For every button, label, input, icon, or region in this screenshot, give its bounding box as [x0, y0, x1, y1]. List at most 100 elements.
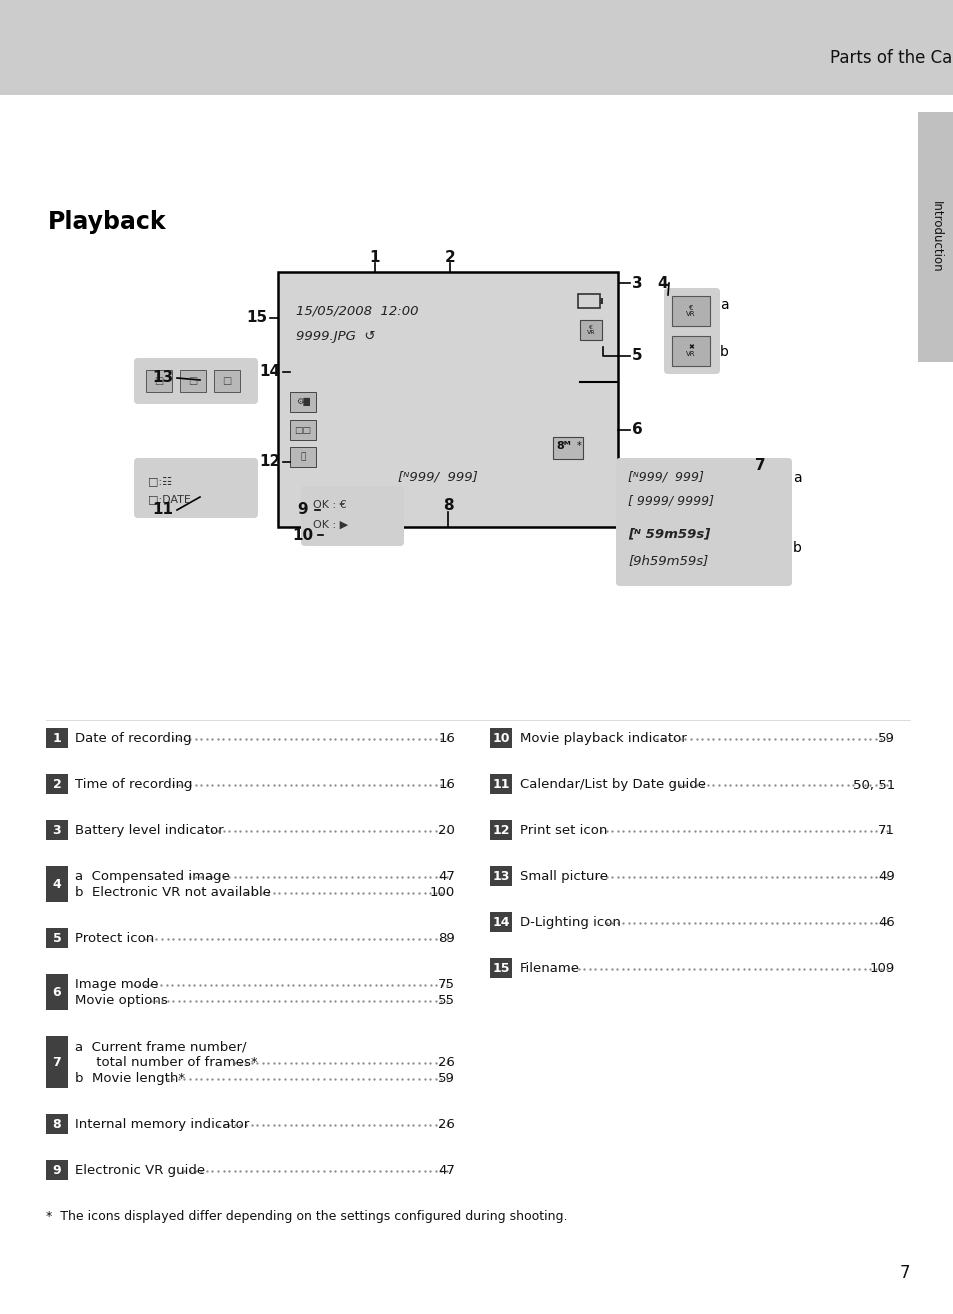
Text: 1: 1 [52, 732, 61, 745]
Text: 26: 26 [437, 1118, 455, 1131]
Bar [290, 420, 315, 440]
Bar [46, 1160, 68, 1180]
Text: 8: 8 [442, 498, 453, 514]
Text: 15: 15 [492, 962, 509, 975]
Text: Playback: Playback [48, 210, 167, 234]
Text: Print set icon: Print set icon [519, 824, 607, 837]
Text: 16: 16 [437, 732, 455, 745]
Text: 1: 1 [370, 250, 380, 264]
Bar [490, 728, 512, 748]
Text: 50, 51: 50, 51 [852, 778, 894, 791]
Text: 59: 59 [877, 732, 894, 745]
Text: 7: 7 [754, 457, 764, 473]
Text: [ 9999/ 9999]: [ 9999/ 9999] [627, 494, 713, 507]
Text: Electronic VR guide: Electronic VR guide [75, 1164, 205, 1177]
Text: a  Current frame number/: a Current frame number/ [75, 1039, 246, 1053]
Text: □:☷: □:☷ [148, 476, 172, 486]
Text: 2: 2 [444, 250, 455, 264]
Text: total number of frames*: total number of frames* [75, 1056, 257, 1070]
Text: 8: 8 [52, 1117, 61, 1130]
Bar [46, 774, 68, 794]
Text: 75: 75 [437, 979, 455, 992]
Text: 12: 12 [259, 455, 280, 469]
Text: 5: 5 [631, 348, 641, 364]
Text: 9999.JPG  ↺: 9999.JPG ↺ [295, 330, 375, 343]
Bar [490, 912, 512, 932]
Text: 13: 13 [492, 870, 509, 883]
Text: 9: 9 [52, 1163, 61, 1176]
Text: 13: 13 [152, 371, 173, 385]
Text: 7: 7 [52, 1055, 61, 1068]
Text: b: b [792, 541, 801, 555]
Text: Protect icon: Protect icon [75, 932, 154, 945]
Text: Small picture: Small picture [519, 870, 607, 883]
Bar [490, 958, 512, 978]
Bar [0, 0, 953, 95]
Text: 9: 9 [297, 502, 308, 518]
Text: [ᴺ 59m59s]: [ᴺ 59m59s] [627, 527, 709, 540]
Bar [46, 974, 68, 1010]
Text: a: a [720, 298, 728, 311]
Text: a: a [792, 470, 801, 485]
Text: 46: 46 [878, 916, 894, 929]
Bar [599, 298, 602, 304]
Text: [9h59m59s]: [9h59m59s] [627, 555, 707, 568]
Text: *  The icons displayed differ depending on the settings configured during shooti: * The icons displayed differ depending o… [46, 1210, 567, 1223]
Text: Movie options: Movie options [75, 993, 168, 1007]
Text: Parts of the Camera: Parts of the Camera [829, 49, 953, 67]
Text: 10: 10 [492, 732, 509, 745]
Text: b  Movie length*: b Movie length* [75, 1072, 185, 1085]
Text: □: □ [154, 376, 164, 386]
FancyBboxPatch shape [301, 486, 403, 547]
Text: 5: 5 [52, 932, 61, 945]
Text: 89: 89 [437, 933, 455, 946]
Text: Introduction: Introduction [928, 201, 942, 273]
Bar [917, 112, 953, 361]
Text: Date of recording: Date of recording [75, 732, 192, 745]
Text: Internal memory indicator: Internal memory indicator [75, 1118, 249, 1131]
Text: €
VR: € VR [586, 325, 595, 335]
Bar [213, 371, 240, 392]
Text: 47: 47 [437, 1164, 455, 1177]
Bar [290, 392, 315, 413]
Text: 2: 2 [52, 778, 61, 791]
Text: 55: 55 [437, 995, 455, 1008]
Text: €
VR: € VR [685, 305, 695, 318]
Bar [490, 866, 512, 886]
Text: 71: 71 [877, 824, 894, 837]
Bar [46, 1114, 68, 1134]
Text: 11: 11 [152, 502, 173, 518]
Text: ⎙: ⎙ [300, 452, 305, 461]
FancyBboxPatch shape [133, 459, 257, 518]
Text: 7: 7 [899, 1264, 909, 1282]
Bar [277, 272, 618, 527]
Text: 15: 15 [246, 310, 267, 326]
Bar [671, 296, 709, 326]
Bar [671, 336, 709, 367]
Text: 109: 109 [869, 962, 894, 975]
Text: Image mode: Image mode [75, 978, 158, 991]
Text: Calendar/List by Date guide: Calendar/List by Date guide [519, 778, 705, 791]
Text: Battery level indicator: Battery level indicator [75, 824, 223, 837]
Bar [180, 371, 206, 392]
Text: □: □ [222, 376, 232, 386]
Text: □: □ [188, 376, 197, 386]
Bar [46, 866, 68, 901]
Text: Movie playback indicator: Movie playback indicator [519, 732, 686, 745]
Bar [146, 371, 172, 392]
Text: 16: 16 [437, 778, 455, 791]
Text: 3: 3 [631, 276, 641, 290]
Text: 59: 59 [437, 1072, 455, 1085]
Bar [46, 728, 68, 748]
Text: OK : €: OK : € [313, 501, 346, 510]
Text: □:DATE: □:DATE [148, 494, 191, 505]
FancyBboxPatch shape [133, 357, 257, 403]
Text: 20: 20 [437, 824, 455, 837]
Text: [ᴺ999/  999]: [ᴺ999/ 999] [397, 470, 477, 484]
Text: b  Electronic VR not available: b Electronic VR not available [75, 886, 271, 899]
Text: 6: 6 [631, 423, 641, 438]
Bar [579, 321, 601, 340]
Text: 8ᴹ: 8ᴹ [556, 442, 571, 451]
Text: *: * [576, 442, 580, 451]
Text: a  Compensated image: a Compensated image [75, 870, 230, 883]
